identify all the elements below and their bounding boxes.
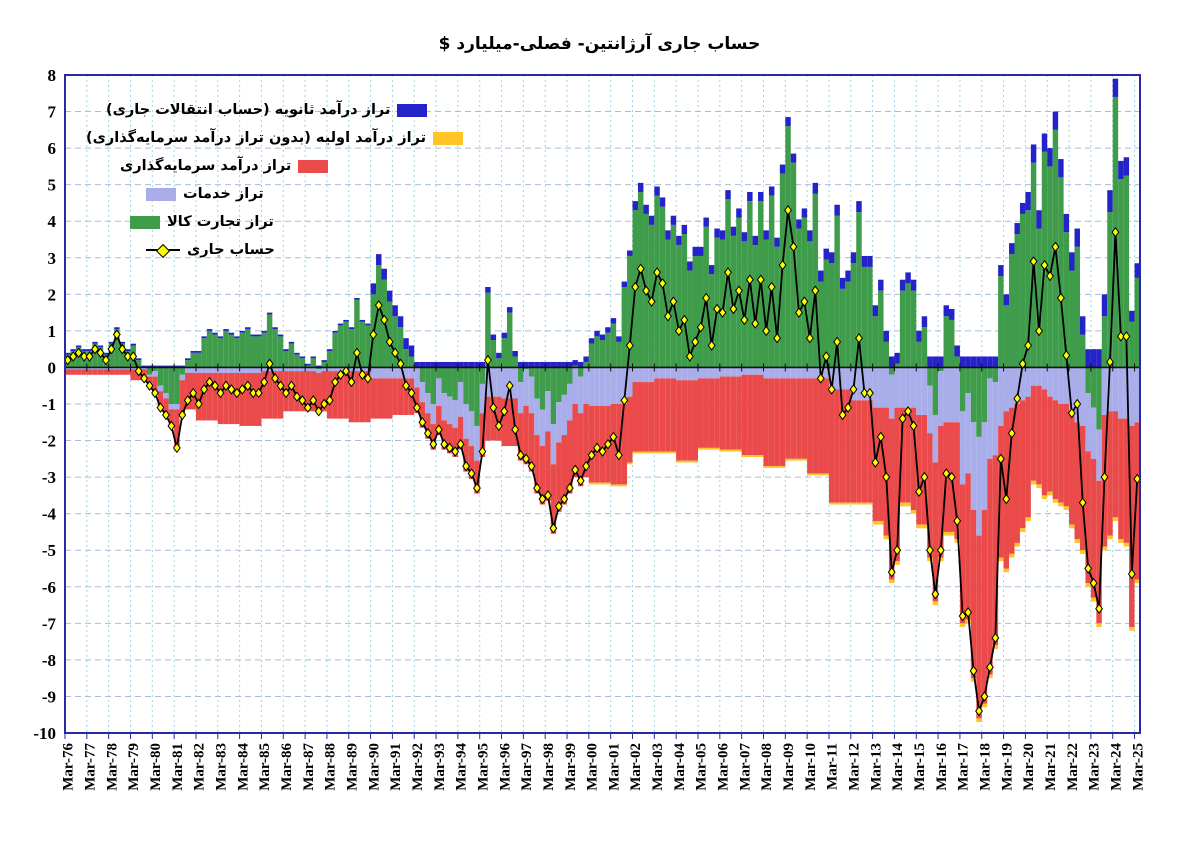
svg-text:Mar-06: Mar-06 <box>716 743 732 791</box>
svg-text:0: 0 <box>48 358 57 377</box>
svg-text:Mar-20: Mar-20 <box>1021 743 1037 791</box>
svg-text:Mar-13: Mar-13 <box>868 743 884 791</box>
svg-text:-1: -1 <box>42 395 56 414</box>
svg-text:3: 3 <box>48 249 57 268</box>
legend-item-goods-trade: تراز تجارت کالا <box>130 208 463 236</box>
legend-item-services: تراز خدمات <box>146 180 463 208</box>
svg-text:Mar-04: Mar-04 <box>672 743 688 791</box>
svg-text:-7: -7 <box>42 614 57 633</box>
svg-text:Mar-03: Mar-03 <box>650 743 666 791</box>
svg-text:4: 4 <box>48 212 57 231</box>
legend-label: تراز درآمد اولیه (بدون تراز درآمد سرمایه… <box>86 129 427 146</box>
svg-text:Mar-05: Mar-05 <box>694 743 710 791</box>
svg-text:6: 6 <box>48 139 57 158</box>
svg-text:-6: -6 <box>42 578 56 597</box>
svg-text:5: 5 <box>48 176 57 195</box>
yellow-swatch-icon <box>433 131 464 145</box>
svg-text:7: 7 <box>48 103 57 122</box>
svg-text:Mar-01: Mar-01 <box>606 743 622 791</box>
svg-text:Mar-16: Mar-16 <box>934 743 950 791</box>
svg-text:Mar-23: Mar-23 <box>1087 743 1103 791</box>
svg-text:Mar-21: Mar-21 <box>1043 743 1059 791</box>
svg-text:Mar-94: Mar-94 <box>454 743 470 791</box>
svg-text:Mar-87: Mar-87 <box>301 743 317 791</box>
svg-text:Mar-10: Mar-10 <box>803 743 819 791</box>
svg-text:Mar-96: Mar-96 <box>497 743 513 791</box>
svg-text:Mar-17: Mar-17 <box>956 743 972 791</box>
svg-text:Mar-12: Mar-12 <box>847 743 863 791</box>
svg-text:8: 8 <box>48 66 57 85</box>
svg-text:Mar-88: Mar-88 <box>323 743 339 791</box>
svg-text:-10: -10 <box>33 724 56 743</box>
svg-text:Mar-24: Mar-24 <box>1108 743 1124 791</box>
svg-text:Mar-89: Mar-89 <box>344 743 360 791</box>
svg-text:-3: -3 <box>42 468 56 487</box>
periwinkle-swatch-icon <box>146 187 176 201</box>
svg-text:Mar-95: Mar-95 <box>475 743 491 791</box>
svg-text:Mar-85: Mar-85 <box>257 743 273 791</box>
legend-label: تراز درآمد ثانویه (حساب انتقالات جاری) <box>106 101 391 118</box>
svg-text:Mar-22: Mar-22 <box>1065 743 1081 791</box>
green-swatch-icon <box>130 215 160 229</box>
svg-text:Mar-79: Mar-79 <box>126 743 142 791</box>
svg-text:Mar-07: Mar-07 <box>737 743 753 791</box>
svg-text:-8: -8 <box>42 651 56 670</box>
legend-label: تراز خدمات <box>183 185 264 202</box>
svg-text:Mar-91: Mar-91 <box>388 743 404 791</box>
svg-text:Mar-08: Mar-08 <box>759 743 775 791</box>
svg-text:Mar-93: Mar-93 <box>432 743 448 791</box>
svg-text:Mar-81: Mar-81 <box>170 743 186 791</box>
svg-text:Mar-77: Mar-77 <box>83 743 99 791</box>
svg-text:Mar-78: Mar-78 <box>104 743 120 791</box>
svg-text:Mar-90: Mar-90 <box>366 743 382 791</box>
svg-text:-4: -4 <box>42 505 57 524</box>
svg-text:Mar-99: Mar-99 <box>563 743 579 791</box>
svg-text:Mar-98: Mar-98 <box>541 743 557 791</box>
svg-text:2: 2 <box>48 285 57 304</box>
legend-item-investment-income: تراز درآمد سرمایه‌گذاری <box>120 152 463 180</box>
chart-title: حساب جاری آرژانتین- فصلی-میلیارد $ <box>438 34 761 54</box>
legend-item-secondary-income: تراز درآمد ثانویه (حساب انتقالات جاری) <box>106 96 463 124</box>
svg-text:Mar-19: Mar-19 <box>999 743 1015 791</box>
svg-text:Mar-83: Mar-83 <box>214 743 230 791</box>
legend-item-primary-income: تراز درآمد اولیه (بدون تراز درآمد سرمایه… <box>86 124 464 152</box>
svg-text:Mar-18: Mar-18 <box>977 743 993 791</box>
svg-text:Mar-82: Mar-82 <box>192 743 208 791</box>
svg-text:-5: -5 <box>42 541 56 560</box>
svg-text:Mar-86: Mar-86 <box>279 743 295 791</box>
svg-text:Mar-25: Mar-25 <box>1130 743 1146 791</box>
svg-text:Mar-97: Mar-97 <box>519 743 535 791</box>
legend-label: تراز تجارت کالا <box>167 213 274 230</box>
legend-label: حساب جاری <box>187 241 275 258</box>
svg-text:Mar-14: Mar-14 <box>890 743 906 791</box>
svg-text:Mar-84: Mar-84 <box>235 743 251 791</box>
svg-text:Mar-00: Mar-00 <box>585 743 601 791</box>
legend-label: تراز درآمد سرمایه‌گذاری <box>120 157 292 174</box>
svg-text:Mar-15: Mar-15 <box>912 743 928 791</box>
line-marker-icon <box>146 243 180 259</box>
svg-text:-2: -2 <box>42 432 56 451</box>
svg-text:Mar-80: Mar-80 <box>148 743 164 791</box>
svg-text:Mar-92: Mar-92 <box>410 743 426 791</box>
red-swatch-icon <box>298 159 329 173</box>
svg-text:-9: -9 <box>42 687 56 706</box>
chart-legend: تراز درآمد ثانویه (حساب انتقالات جاری) ت… <box>86 96 464 264</box>
svg-text:Mar-09: Mar-09 <box>781 743 797 791</box>
svg-text:Mar-11: Mar-11 <box>825 743 841 790</box>
blue-swatch-icon <box>397 103 428 117</box>
svg-text:1: 1 <box>48 322 57 341</box>
svg-text:Mar-02: Mar-02 <box>628 743 644 791</box>
svg-text:Mar-76: Mar-76 <box>61 743 77 791</box>
legend-item-current-account: حساب جاری <box>146 236 463 264</box>
